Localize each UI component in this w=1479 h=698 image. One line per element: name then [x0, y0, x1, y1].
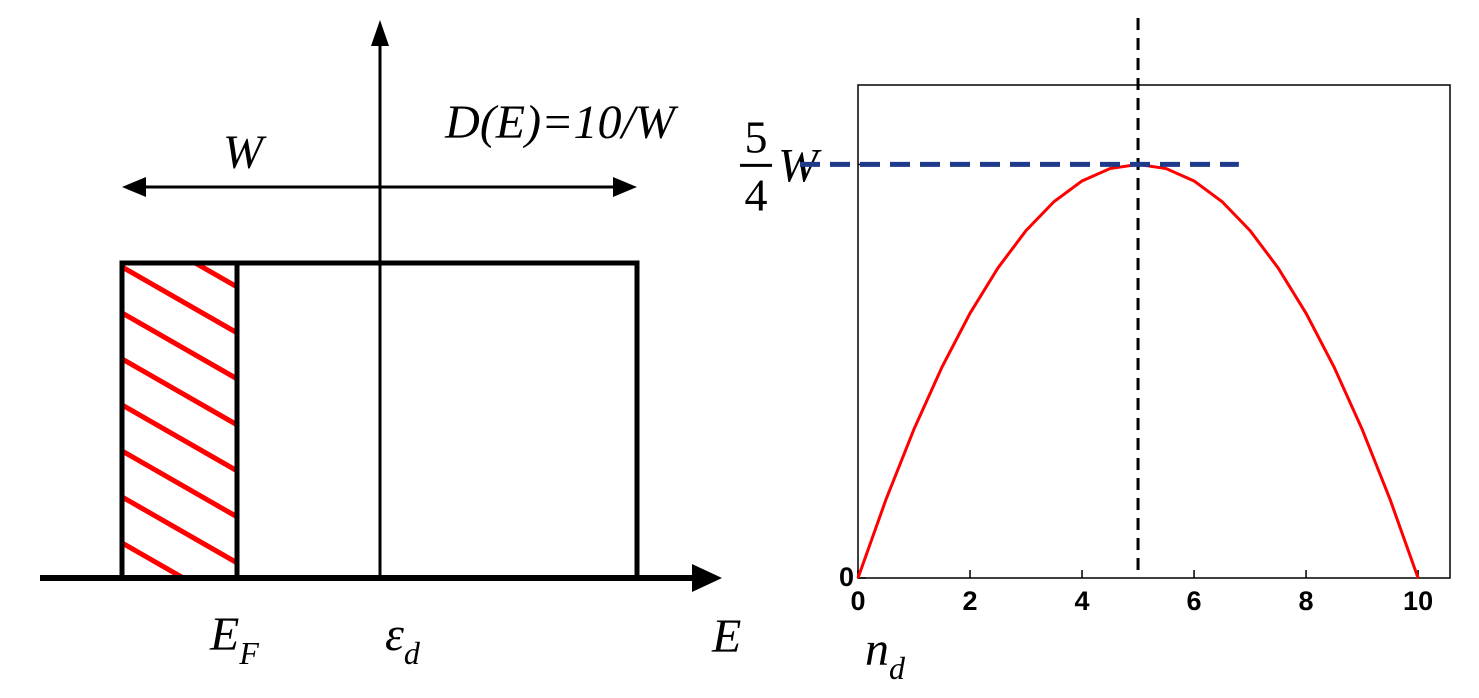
label-subscript: d — [889, 650, 906, 686]
x-tick-label: 6 — [1187, 586, 1202, 616]
x-tick-label: 4 — [1075, 586, 1090, 616]
axis-arrow — [692, 564, 722, 592]
width-label: W — [223, 126, 267, 179]
x-tick-label: 8 — [1299, 586, 1314, 616]
label-main: n — [865, 623, 889, 676]
x-tick-label: 0 — [850, 586, 865, 616]
y-tick-numerator: 5 — [745, 111, 768, 162]
y-tick-label: 0 — [839, 562, 854, 592]
arrow-head — [122, 177, 146, 197]
y-tick-denominator: 4 — [745, 169, 768, 220]
x-tick-label: 2 — [962, 586, 977, 616]
label-main: E — [209, 608, 239, 661]
center-label: εd — [385, 608, 421, 671]
plot-frame — [857, 84, 1451, 579]
dos-diagram: W D(E)=10/W EF εd E — [40, 20, 741, 671]
x-tick-label: 10 — [1403, 586, 1433, 616]
label-main: ε — [385, 608, 404, 661]
label-subscript: F — [238, 635, 259, 671]
fermi-label: EF — [209, 608, 259, 671]
axis-label: E — [711, 610, 741, 663]
label-subscript: d — [404, 635, 421, 671]
arrow-head — [613, 177, 637, 197]
x-axis-label: nd — [865, 623, 906, 686]
axis-arrow — [371, 20, 389, 46]
dos-label: D(E)=10/W — [444, 96, 679, 149]
